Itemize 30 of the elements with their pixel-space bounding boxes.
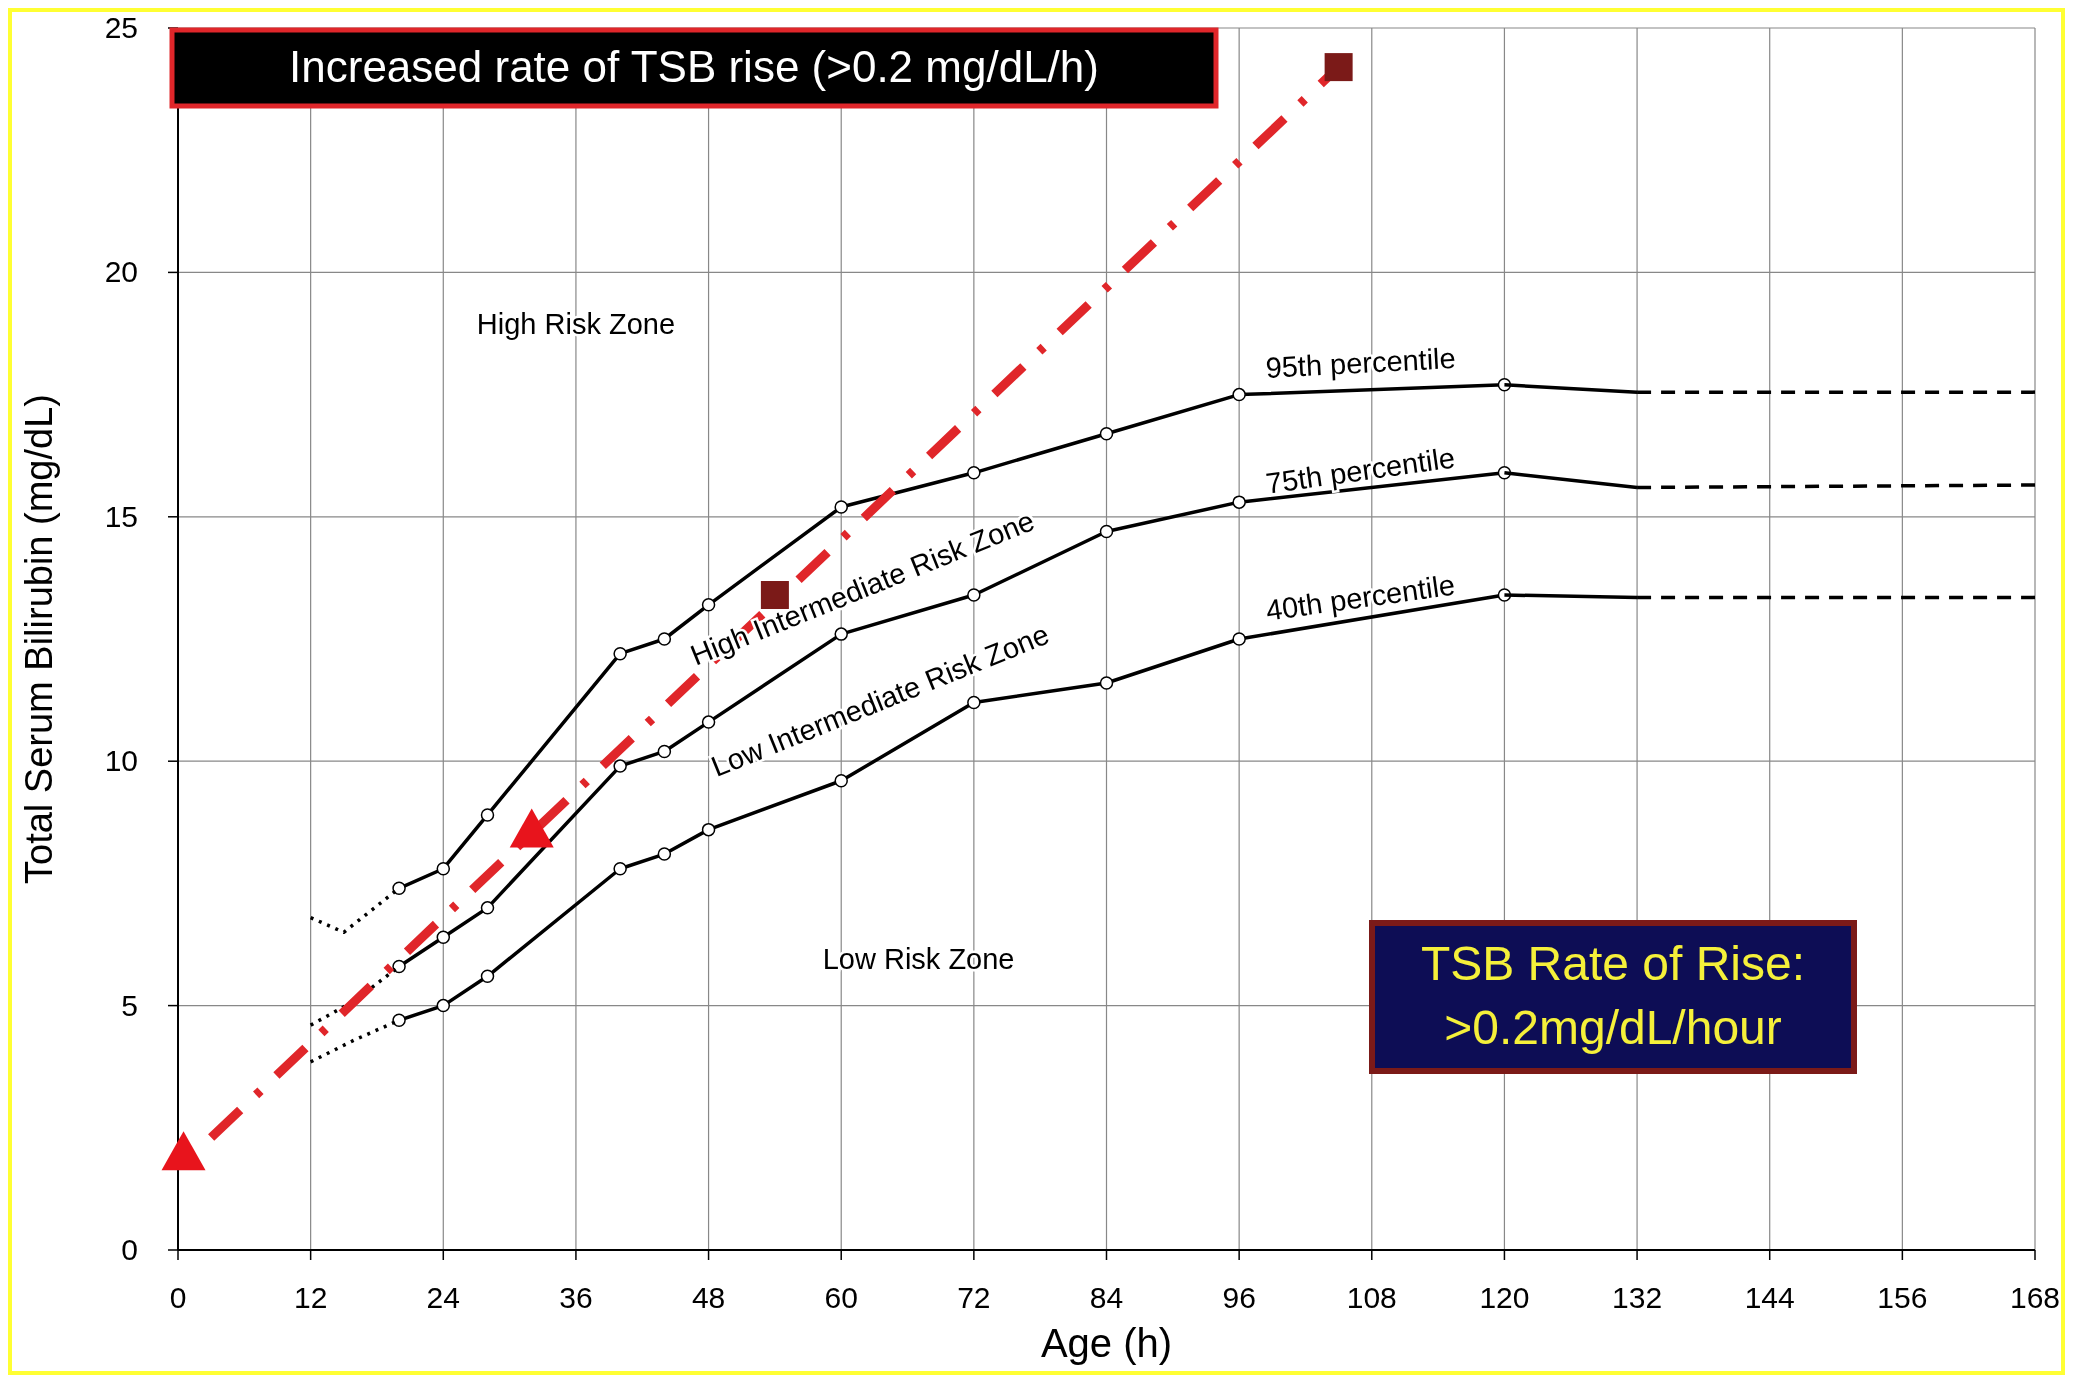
x-tick-label: 72 <box>957 1281 991 1314</box>
x-tick-label: 84 <box>1089 1281 1124 1314</box>
annotation: 75th percentile <box>1263 441 1457 500</box>
x-tick-label: 156 <box>1877 1281 1928 1314</box>
annotation: 40th percentile <box>1263 568 1457 627</box>
x-tick-label: 144 <box>1744 1281 1795 1314</box>
x-tick-label: 36 <box>559 1281 593 1314</box>
y-tick-label: 20 <box>104 255 138 289</box>
chart-title: Increased rate of TSB rise (>0.2 mg/dL/h) <box>289 42 1099 91</box>
y-tick-label: 10 <box>104 744 138 778</box>
x-tick-label: 108 <box>1346 1281 1397 1314</box>
x-tick-label: 120 <box>1479 1281 1530 1314</box>
x-tick-label: 132 <box>1612 1281 1663 1314</box>
y-tick-label: 15 <box>104 499 138 533</box>
x-tick-label: 168 <box>2009 1281 2061 1314</box>
x-tick-label: 0 <box>169 1281 187 1314</box>
annotation: TSB Rate of Rise: >0.2mg/dL/hour <box>1420 937 1806 1054</box>
y-tick-label: 0 <box>121 1233 138 1266</box>
x-tick-label: 96 <box>1222 1281 1256 1314</box>
y-tick-label: 25 <box>104 11 138 44</box>
x-tick-label: 48 <box>691 1281 726 1314</box>
x-tick-label: 24 <box>426 1281 460 1314</box>
x-tick-label: 12 <box>293 1281 328 1314</box>
x-axis-title: Age (h) <box>1040 1321 1173 1365</box>
annotation: High Risk Zone <box>476 307 676 340</box>
x-tick-label: 60 <box>824 1281 858 1314</box>
y-tick-label: 5 <box>121 988 138 1022</box>
annotation: Low Risk Zone <box>822 943 1015 976</box>
y-axis-title: Total Serum Bilirubin (mg/dL) <box>18 394 60 884</box>
annotation: 95th percentile <box>1264 341 1457 384</box>
